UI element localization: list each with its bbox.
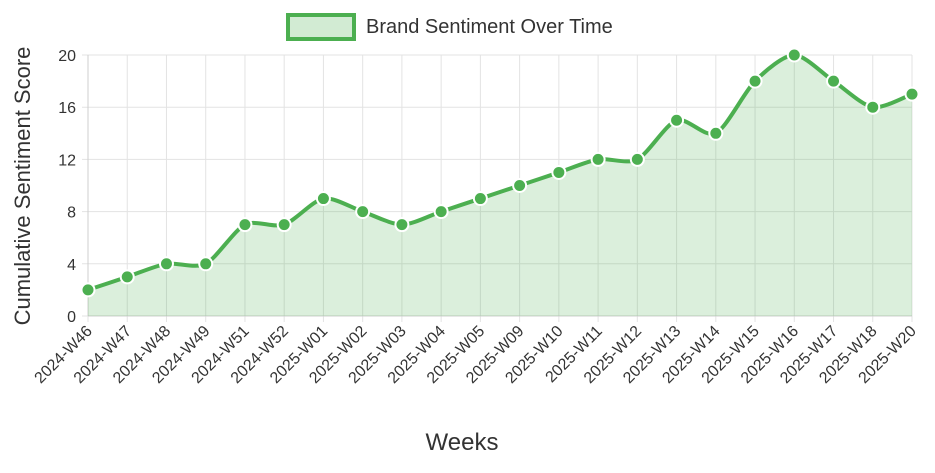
y-tick-label: 16 bbox=[58, 100, 76, 117]
point bbox=[237, 217, 253, 233]
area bbox=[88, 55, 912, 316]
point bbox=[198, 256, 214, 272]
line bbox=[87, 52, 913, 292]
point bbox=[708, 125, 724, 141]
point bbox=[551, 164, 567, 180]
point bbox=[669, 112, 685, 128]
point bbox=[747, 73, 763, 89]
y-tick-label: 20 bbox=[58, 48, 76, 65]
y-axis-title: Cumulative Sentiment Score bbox=[10, 47, 35, 326]
point bbox=[629, 151, 645, 167]
point bbox=[590, 151, 606, 167]
point bbox=[355, 204, 371, 220]
point bbox=[865, 99, 881, 115]
point bbox=[315, 191, 331, 207]
point bbox=[276, 217, 292, 233]
y-tick-label: 12 bbox=[58, 152, 76, 169]
x-axis-title: Weeks bbox=[426, 429, 499, 456]
point bbox=[512, 178, 528, 193]
point bbox=[786, 47, 802, 63]
point bbox=[904, 86, 920, 102]
point bbox=[394, 217, 410, 233]
point bbox=[826, 73, 842, 89]
point bbox=[158, 256, 174, 272]
point bbox=[80, 282, 96, 298]
y-tick-label: 4 bbox=[67, 257, 76, 274]
point bbox=[472, 191, 488, 207]
point bbox=[119, 269, 135, 285]
legend-swatch bbox=[286, 13, 356, 41]
y-tick-label: 0 bbox=[67, 309, 76, 326]
y-tick-label: 8 bbox=[67, 205, 76, 222]
point bbox=[433, 204, 449, 220]
legend-label: Brand Sentiment Over Time bbox=[366, 16, 613, 38]
